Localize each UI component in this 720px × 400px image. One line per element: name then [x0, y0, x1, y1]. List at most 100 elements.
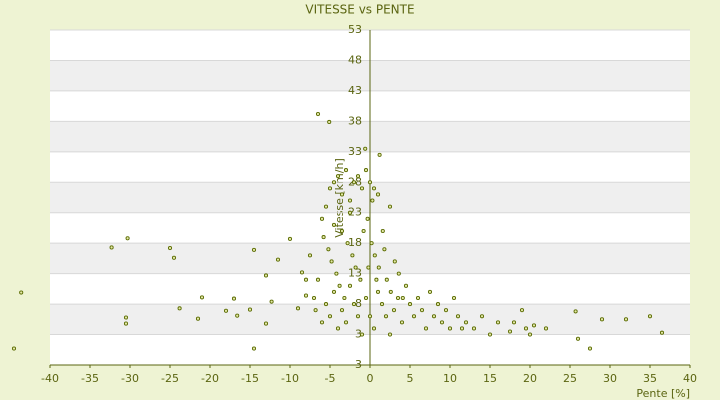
- point: [459, 326, 465, 331]
- point: [543, 326, 549, 331]
- x-tick-label: 40: [683, 372, 697, 385]
- point: [439, 320, 445, 325]
- point: [353, 265, 358, 270]
- point: [383, 314, 389, 319]
- point: [342, 295, 347, 301]
- point: [343, 320, 349, 325]
- point: [311, 295, 317, 301]
- y-tick-label: 53: [348, 23, 362, 36]
- x-tick-label: -5: [325, 372, 336, 385]
- point: [659, 330, 665, 335]
- point: [299, 270, 305, 275]
- point: [335, 326, 341, 331]
- point: [573, 309, 578, 314]
- y-tick-label: 33: [348, 145, 362, 158]
- point: [331, 289, 337, 294]
- chart-title: VITESSE vs PENTE: [305, 3, 414, 17]
- point: [447, 326, 453, 331]
- point: [125, 236, 130, 241]
- x-tick-label: 0: [367, 372, 374, 385]
- point: [350, 253, 355, 258]
- point: [269, 299, 274, 304]
- point: [109, 245, 114, 250]
- point: [358, 277, 363, 282]
- point: [231, 296, 237, 301]
- point: [367, 180, 373, 185]
- x-tick-label: 30: [603, 372, 617, 385]
- y-axis-label: Vitesse [km/h]: [333, 158, 346, 238]
- x-tick-label: -15: [241, 372, 259, 385]
- point: [11, 346, 17, 351]
- point: [359, 332, 365, 337]
- point: [347, 210, 353, 215]
- point: [407, 302, 413, 307]
- point: [287, 236, 293, 241]
- point: [363, 168, 369, 173]
- point: [351, 302, 357, 307]
- point: [463, 320, 469, 325]
- point: [387, 332, 393, 337]
- point: [339, 228, 345, 234]
- point: [371, 326, 377, 331]
- point: [388, 289, 393, 294]
- point: [321, 235, 326, 240]
- point: [315, 277, 321, 282]
- point: [275, 257, 281, 262]
- x-tick-label: -20: [201, 372, 219, 385]
- point: [403, 283, 409, 288]
- point: [376, 265, 381, 270]
- point: [396, 271, 401, 276]
- point: [367, 314, 373, 319]
- point: [471, 326, 477, 331]
- point: [363, 146, 368, 151]
- point: [337, 283, 342, 288]
- point: [339, 192, 345, 197]
- y-tick-label: 13: [348, 267, 362, 280]
- point: [427, 289, 433, 294]
- point: [443, 308, 449, 313]
- point: [343, 168, 349, 173]
- x-tick-label: -35: [81, 372, 99, 385]
- point: [431, 314, 437, 319]
- point: [380, 228, 385, 234]
- point: [329, 259, 334, 264]
- point: [531, 323, 537, 328]
- point: [327, 186, 333, 191]
- point: [345, 241, 350, 246]
- point: [451, 295, 457, 301]
- point: [326, 247, 331, 252]
- point: [384, 277, 389, 282]
- y-tick-label: 38: [348, 114, 362, 127]
- x-tick-label: 15: [483, 372, 497, 385]
- point: [319, 216, 325, 221]
- point: [177, 306, 182, 311]
- point: [361, 228, 366, 234]
- point: [355, 174, 361, 179]
- x-tick-label: 25: [563, 372, 577, 385]
- point: [455, 314, 461, 319]
- y-tick-label: 3: [355, 328, 362, 341]
- point: [374, 277, 379, 282]
- point: [323, 302, 329, 307]
- point: [387, 204, 393, 209]
- point: [167, 246, 173, 251]
- point: [334, 271, 339, 276]
- point: [263, 321, 269, 326]
- point: [382, 247, 387, 252]
- point: [315, 112, 321, 117]
- y-tick-label: 48: [348, 53, 362, 66]
- point: [263, 273, 269, 278]
- point: [395, 295, 401, 301]
- point: [575, 336, 581, 341]
- x-tick-label: -40: [41, 372, 59, 385]
- point: [195, 316, 201, 321]
- point: [319, 320, 325, 325]
- point: [365, 216, 370, 221]
- point: [199, 295, 205, 300]
- y-tick-label: 43: [348, 84, 362, 97]
- point: [375, 192, 381, 197]
- point: [123, 315, 129, 320]
- point: [327, 119, 332, 125]
- x-tick-label: -30: [121, 372, 139, 385]
